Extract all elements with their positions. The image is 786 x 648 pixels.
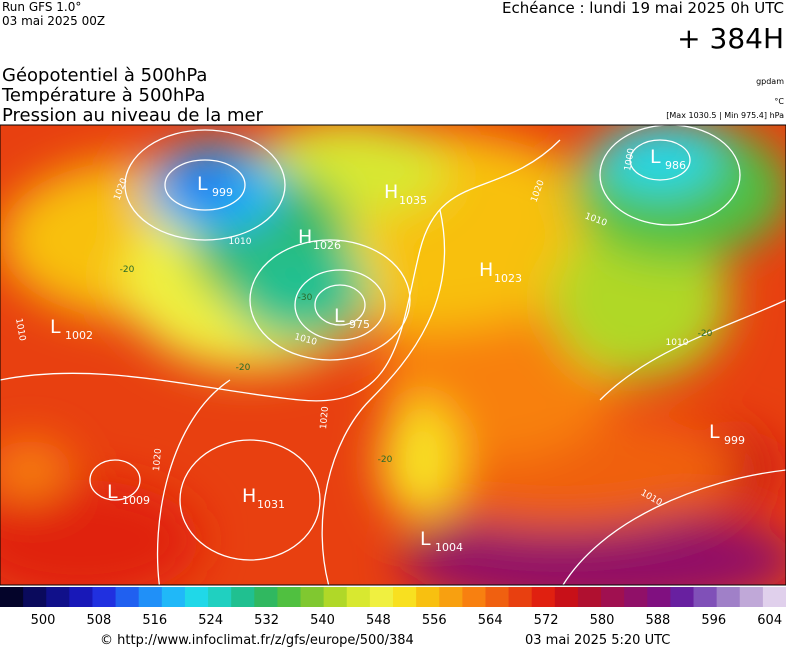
temperature-label: -20	[698, 329, 713, 339]
center-letter: H	[298, 226, 312, 248]
generated-time: 03 mai 2025 5:20 UTC	[525, 633, 670, 648]
colorbar-swatch	[716, 587, 741, 607]
field-label: Géopotentiel à 500hPa	[2, 65, 207, 86]
valid-time: Echéance : lundi 19 mai 2025 0h UTC	[502, 0, 784, 17]
isobar-label: 1000	[623, 147, 637, 172]
field-label: Pression au niveau de la mer	[2, 105, 264, 126]
colorbar-swatch	[69, 587, 93, 607]
isobar-label: 1010	[666, 338, 689, 348]
colorbar-label: 596	[701, 613, 726, 628]
temperature-label: -20	[378, 455, 393, 465]
colorbar-swatch	[323, 587, 348, 607]
colorbar-label: 564	[478, 613, 503, 628]
center-value: 1023	[494, 272, 522, 285]
colorbar-label: 516	[142, 613, 167, 628]
colorbar-swatch	[208, 587, 232, 607]
colorbar-swatch	[739, 587, 764, 607]
colorbar-label: 500	[31, 613, 56, 628]
colorbar-swatch	[277, 587, 302, 607]
colorbar-swatch	[416, 587, 440, 607]
center-value: 1031	[257, 498, 285, 511]
colorbar-swatch	[369, 587, 394, 607]
center-letter: H	[384, 181, 398, 203]
colorbar-label: 548	[366, 613, 391, 628]
isobar-label: 1010	[229, 237, 252, 247]
center-letter: H	[479, 259, 493, 281]
isobar-label: 1010	[13, 318, 27, 343]
center-value: 1004	[435, 541, 463, 554]
lead-time: + 384H	[677, 22, 784, 55]
colorbar-swatch	[554, 587, 579, 607]
temperature-label: -20	[120, 265, 135, 275]
colorbar-swatch	[577, 587, 602, 607]
colorbar-swatch	[462, 587, 486, 607]
center-letter: L	[709, 421, 720, 443]
unit-label: [Max 1030.5 | Min 975.4] hPa	[666, 111, 784, 120]
colorbar-swatch	[23, 587, 47, 607]
center-letter: L	[50, 316, 61, 338]
center-letter: L	[107, 481, 118, 503]
center-value: 999	[724, 434, 745, 447]
map-field	[0, 125, 786, 585]
colorbar-swatch	[300, 587, 325, 607]
center-value: 975	[349, 318, 370, 331]
colorbar-label: 572	[534, 613, 559, 628]
temperature-label: -30	[298, 293, 313, 303]
colorbar-swatch	[346, 587, 371, 607]
center-value: 1026	[313, 239, 341, 252]
colorbar-label: 588	[645, 613, 670, 628]
colorbar-label: 604	[757, 613, 782, 628]
colorbar-swatch	[0, 587, 24, 607]
colorbar-swatch	[161, 587, 186, 607]
colorbar-swatch	[46, 587, 70, 607]
colorbar-swatch	[393, 587, 417, 607]
colorbar-swatch	[693, 587, 718, 607]
colorbar-swatch	[231, 587, 255, 607]
colorbar-swatch	[601, 587, 625, 607]
colorbar-swatch	[647, 587, 671, 607]
colorbar-label: 556	[422, 613, 447, 628]
colorbar-swatch	[508, 587, 533, 607]
run-date: 03 mai 2025 00Z	[2, 14, 105, 28]
isobar-label: 1020	[319, 406, 331, 430]
colorbar-swatch	[439, 587, 463, 607]
colorbar-label: 580	[590, 613, 615, 628]
colorbar-swatch	[624, 587, 648, 607]
center-value: 1002	[65, 329, 93, 342]
run-label: Run GFS 1.0°	[2, 0, 81, 14]
unit-label: °C	[774, 97, 784, 106]
isobar-label: 1020	[152, 448, 164, 472]
temperature-label: -20	[236, 363, 251, 373]
colorbar-swatch	[670, 587, 695, 607]
colorbar-label: 532	[254, 613, 279, 628]
colorbar-swatch	[92, 587, 117, 607]
center-letter: L	[650, 146, 661, 168]
colorbar-label: 524	[198, 613, 223, 628]
colorbar-swatch	[254, 587, 278, 607]
center-value: 986	[665, 159, 686, 172]
colorbar-swatch	[531, 587, 556, 607]
colorbar-swatch	[138, 587, 163, 607]
center-letter: L	[334, 305, 345, 327]
colorbar-swatch	[762, 587, 786, 607]
center-value: 1009	[122, 494, 150, 507]
source-link[interactable]: © http://www.infoclimat.fr/z/gfs/europe/…	[100, 633, 414, 648]
center-value: 999	[212, 186, 233, 199]
colorbar-swatch	[184, 587, 209, 607]
colorbar-label: 508	[86, 613, 111, 628]
center-value: 1035	[399, 194, 427, 207]
field-label: Température à 500hPa	[1, 85, 205, 106]
colorbar-label: 540	[310, 613, 335, 628]
center-letter: L	[420, 528, 431, 550]
colorbar-swatch	[115, 587, 140, 607]
unit-label: gpdam	[756, 77, 784, 86]
center-letter: H	[242, 485, 256, 507]
isobars	[0, 125, 786, 585]
colorbar-swatch	[485, 587, 510, 607]
center-letter: L	[197, 173, 208, 195]
